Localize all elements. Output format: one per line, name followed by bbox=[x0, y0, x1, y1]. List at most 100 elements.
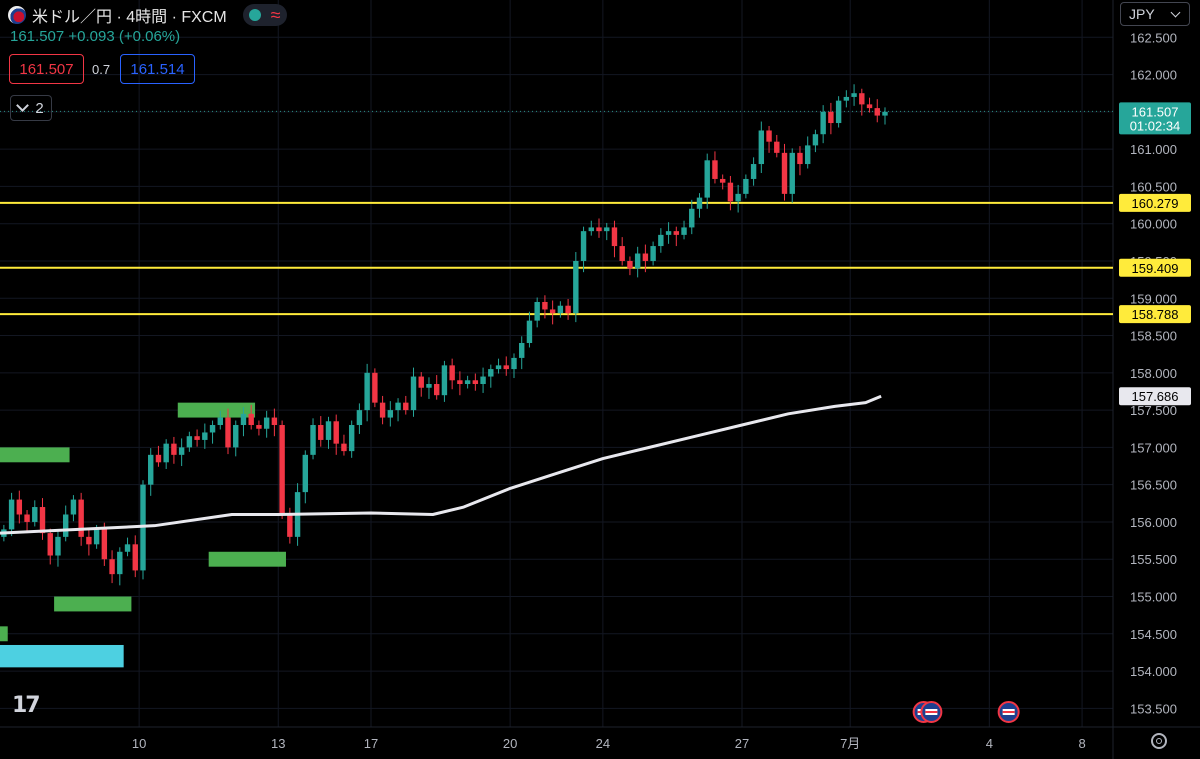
candle-body bbox=[240, 413, 247, 426]
candle-body bbox=[673, 231, 680, 235]
time-tick-label: 4 bbox=[986, 736, 993, 751]
candle-body bbox=[356, 410, 363, 426]
candle-body bbox=[279, 425, 285, 515]
tradingview-logo-icon[interactable]: 17 bbox=[12, 693, 41, 718]
time-tick-label: 27 bbox=[735, 736, 749, 751]
zone-box bbox=[0, 626, 8, 642]
indicators-toggle-button[interactable]: 2 bbox=[10, 95, 52, 121]
candle-body bbox=[287, 514, 293, 537]
candle-body bbox=[379, 402, 386, 418]
status-pill[interactable]: ≈ bbox=[242, 4, 287, 26]
candle-body bbox=[449, 365, 455, 381]
candle-body bbox=[828, 111, 834, 124]
candle-body bbox=[325, 421, 332, 440]
candle-body bbox=[495, 365, 502, 370]
candle-body bbox=[457, 380, 463, 385]
candle-body bbox=[433, 384, 440, 396]
candle-body bbox=[781, 152, 788, 194]
candle-body bbox=[70, 499, 77, 515]
candle-body bbox=[117, 551, 123, 575]
candle-body bbox=[24, 514, 30, 522]
price-tick-label: 162.000 bbox=[1130, 68, 1177, 83]
price-tick-label: 159.000 bbox=[1130, 291, 1177, 306]
candle-body bbox=[681, 227, 687, 235]
candle-body bbox=[217, 417, 223, 426]
candle-body bbox=[719, 178, 726, 183]
time-tick-label: 20 bbox=[503, 736, 517, 751]
price-tick-label: 157.000 bbox=[1130, 440, 1177, 455]
candle-body bbox=[318, 425, 324, 440]
candle-body bbox=[542, 301, 548, 310]
horizontal-line-label: 158.788 bbox=[1132, 307, 1179, 322]
candle-body bbox=[580, 231, 587, 261]
candle-body bbox=[851, 93, 857, 97]
symbol-title: 米ドル／円 · 4時間 · FXCM bbox=[32, 9, 227, 26]
price-tick-label: 154.000 bbox=[1130, 664, 1177, 679]
sell-button[interactable]: 161.507 bbox=[9, 54, 84, 84]
candle-body bbox=[418, 376, 424, 388]
currency-select[interactable]: JPY bbox=[1120, 2, 1190, 26]
current-price-label-countdown: 01:02:34 bbox=[1130, 118, 1181, 133]
symbol-header[interactable]: 米ドル／円 · 4時間 · FXCM ≈ bbox=[8, 3, 287, 27]
candle-body bbox=[225, 417, 231, 448]
candle-body bbox=[519, 342, 525, 358]
candle-body bbox=[665, 231, 672, 235]
candle-body bbox=[171, 443, 177, 455]
zone-box bbox=[208, 551, 286, 567]
candle-body bbox=[511, 357, 517, 370]
candle-body bbox=[348, 425, 355, 452]
candle-body bbox=[16, 499, 23, 515]
moving-average-label-bg bbox=[1119, 387, 1191, 406]
price-tick-label: 160.500 bbox=[1130, 179, 1177, 194]
horizontal-line-label: 159.409 bbox=[1132, 261, 1179, 276]
candle-body bbox=[464, 380, 471, 385]
candle-body bbox=[789, 152, 795, 194]
candle-body bbox=[178, 447, 185, 455]
price-change: 161.507 +0.093 (+0.06%) bbox=[10, 28, 181, 45]
candle-body bbox=[650, 246, 656, 261]
candle-body bbox=[619, 246, 625, 261]
candle-body bbox=[39, 507, 46, 534]
horizontal-line-label: 160.279 bbox=[1132, 196, 1179, 211]
zone-box bbox=[0, 644, 124, 668]
spread-value: 0.7 bbox=[92, 62, 111, 77]
candle-body bbox=[526, 320, 533, 343]
zone-box bbox=[177, 402, 256, 418]
candle-body bbox=[549, 309, 556, 314]
horizontal-line-label-bg bbox=[1119, 193, 1191, 212]
time-tick-label: 17 bbox=[364, 736, 378, 751]
candle-body bbox=[310, 425, 316, 455]
horizontal-line-label-bg bbox=[1119, 305, 1191, 324]
price-tick-label: 160.000 bbox=[1130, 217, 1177, 232]
candle-body bbox=[47, 533, 53, 556]
candle-body bbox=[488, 369, 494, 377]
candle-body bbox=[627, 260, 633, 269]
candle-body bbox=[302, 454, 309, 493]
current-price-label-bg bbox=[1119, 102, 1191, 135]
candle-body bbox=[387, 410, 394, 418]
candle-body bbox=[573, 260, 579, 314]
candle-body bbox=[155, 454, 162, 463]
price-tick-label: 156.000 bbox=[1130, 515, 1177, 530]
flag-stripe bbox=[925, 711, 938, 713]
candle-body bbox=[859, 93, 865, 105]
candle-body bbox=[395, 402, 401, 411]
time-tick-label: 7月 bbox=[840, 736, 860, 751]
candle-body bbox=[797, 152, 803, 165]
candle-body bbox=[758, 130, 765, 165]
candle-body bbox=[774, 141, 780, 153]
candle-body bbox=[588, 227, 594, 232]
price-tick-label: 162.500 bbox=[1130, 30, 1177, 45]
candle-body bbox=[472, 380, 479, 385]
candle-body bbox=[341, 443, 347, 452]
candle-body bbox=[766, 130, 772, 142]
time-tick-label: 10 bbox=[132, 736, 146, 751]
candle-body bbox=[596, 227, 602, 232]
candle-body bbox=[124, 544, 131, 552]
time-tick-label: 24 bbox=[596, 736, 610, 751]
candle-body bbox=[233, 425, 239, 448]
candle-body bbox=[62, 514, 69, 537]
buy-button[interactable]: 161.514 bbox=[120, 54, 195, 84]
gear-icon[interactable] bbox=[1151, 733, 1167, 749]
